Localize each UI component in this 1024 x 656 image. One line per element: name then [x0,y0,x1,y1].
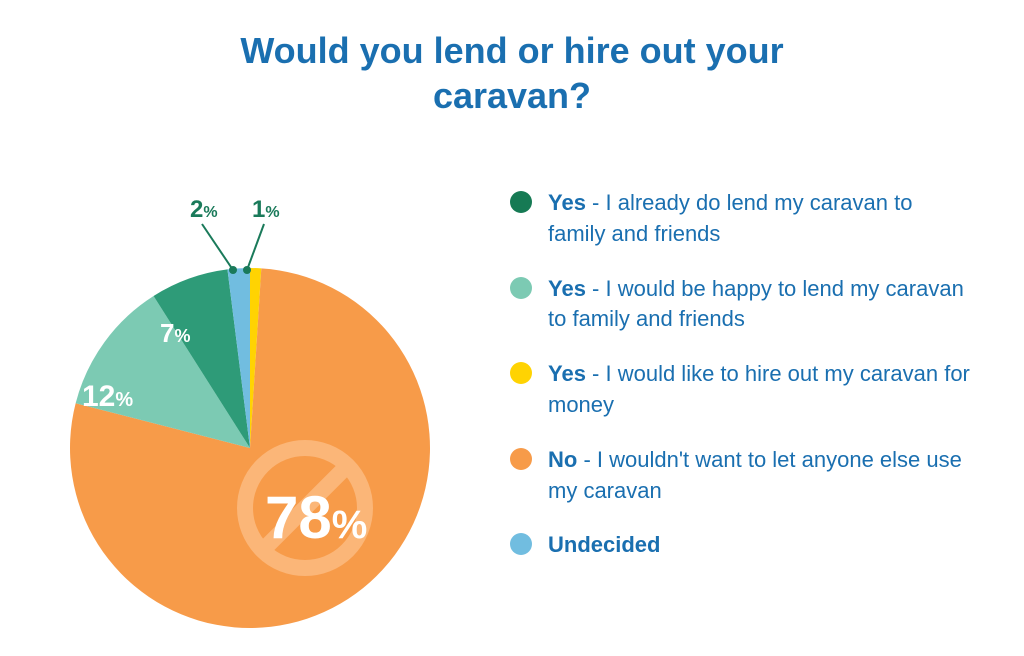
legend-text: Yes - I already do lend my caravan to fa… [548,188,974,250]
legend-item: Yes - I would like to hire out my carava… [510,359,974,421]
legend-dot-icon [510,191,532,213]
slice-label-no: 78% [265,483,367,552]
callout-line [202,224,233,270]
legend-item: Yes - I would be happy to lend my carava… [510,274,974,336]
callout-label-undecided: 2% [190,196,218,224]
legend-dot-icon [510,362,532,384]
legend-item: No - I wouldn't want to let anyone else … [510,445,974,507]
legend: Yes - I already do lend my caravan to fa… [480,148,974,585]
callout-dot [243,266,251,274]
legend-text: Yes - I would be happy to lend my carava… [548,274,974,336]
callout-line [247,224,264,270]
legend-text: Yes - I would like to hire out my carava… [548,359,974,421]
legend-text: Undecided [548,530,660,561]
pie-chart: 78% 12% 7% 2% 1% [40,148,480,628]
callout-label-yellow: 1% [252,196,280,224]
legend-item: Yes - I already do lend my caravan to fa… [510,188,974,250]
slice-label-teal_light: 12% [82,380,133,414]
chart-title: Would you lend or hire out your caravan? [162,0,862,118]
slice-label-teal_dark: 7% [160,318,190,349]
legend-item: Undecided [510,530,974,561]
legend-dot-icon [510,448,532,470]
legend-dot-icon [510,533,532,555]
callout-dot [229,266,237,274]
chart-container: Would you lend or hire out your caravan?… [0,0,1024,656]
legend-text: No - I wouldn't want to let anyone else … [548,445,974,507]
legend-dot-icon [510,277,532,299]
content-row: 78% 12% 7% 2% 1% Yes - I already do lend my… [0,118,1024,628]
